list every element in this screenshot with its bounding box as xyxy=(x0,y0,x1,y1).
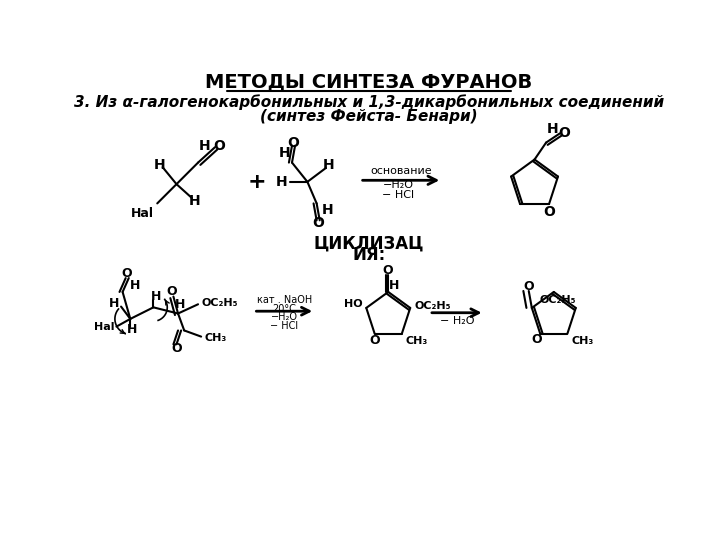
Text: основание: основание xyxy=(371,166,432,176)
Text: H: H xyxy=(276,175,287,189)
Text: −H₂O: −H₂O xyxy=(271,312,298,322)
Text: CH₃: CH₃ xyxy=(571,336,593,347)
Text: Hal: Hal xyxy=(94,322,115,332)
Text: OC₂H₅: OC₂H₅ xyxy=(415,301,451,312)
Text: O: O xyxy=(559,126,570,139)
Text: HO: HO xyxy=(344,299,362,309)
Text: O: O xyxy=(543,205,555,219)
Text: H: H xyxy=(109,297,119,310)
Text: O: O xyxy=(312,217,324,231)
Text: O: O xyxy=(287,136,300,150)
Text: O: O xyxy=(214,139,225,153)
Text: H: H xyxy=(150,290,161,303)
Text: H: H xyxy=(189,194,201,208)
Text: H: H xyxy=(127,323,137,336)
Text: H: H xyxy=(322,202,333,217)
Text: H: H xyxy=(199,139,210,153)
Text: кат . NaOH: кат . NaOH xyxy=(256,295,312,306)
Text: −H₂O: −H₂O xyxy=(383,180,414,190)
Text: 20°C: 20°C xyxy=(272,304,296,314)
Text: H: H xyxy=(174,298,185,310)
Text: O: O xyxy=(531,333,541,346)
Text: 3. Из α-галогенокарбонильных и 1,3-дикарбонильных соединений: 3. Из α-галогенокарбонильных и 1,3-дикар… xyxy=(74,94,664,110)
Text: − HCl: − HCl xyxy=(382,190,414,200)
Text: O: O xyxy=(121,267,132,280)
Text: H: H xyxy=(279,146,290,160)
Text: O: O xyxy=(171,342,182,355)
Text: O: O xyxy=(369,334,380,347)
Text: H: H xyxy=(390,279,400,292)
Text: CH₃: CH₃ xyxy=(405,336,428,347)
Text: МЕТОДЫ СИНТЕЗА ФУРАНОВ: МЕТОДЫ СИНТЕЗА ФУРАНОВ xyxy=(205,72,533,91)
Text: H: H xyxy=(154,158,166,172)
Text: (синтез Фейста- Бенари): (синтез Фейста- Бенари) xyxy=(260,109,478,124)
Text: ИЯ:: ИЯ: xyxy=(352,246,386,264)
Text: H: H xyxy=(546,122,558,136)
Text: − H₂O: − H₂O xyxy=(441,316,474,326)
Text: H: H xyxy=(323,158,335,172)
Text: OC₂H₅: OC₂H₅ xyxy=(201,298,238,308)
Text: Hal: Hal xyxy=(130,207,153,220)
Text: O: O xyxy=(523,280,534,293)
Text: CH₃: CH₃ xyxy=(204,333,227,343)
Text: OC₂H₅: OC₂H₅ xyxy=(539,295,576,305)
Text: H: H xyxy=(130,279,140,292)
Text: ЦИКЛИЗАЦ: ЦИКЛИЗАЦ xyxy=(314,234,424,252)
Text: +: + xyxy=(248,172,266,192)
Text: O: O xyxy=(166,286,177,299)
Text: O: O xyxy=(382,264,393,277)
Text: − HCl: − HCl xyxy=(270,321,298,331)
